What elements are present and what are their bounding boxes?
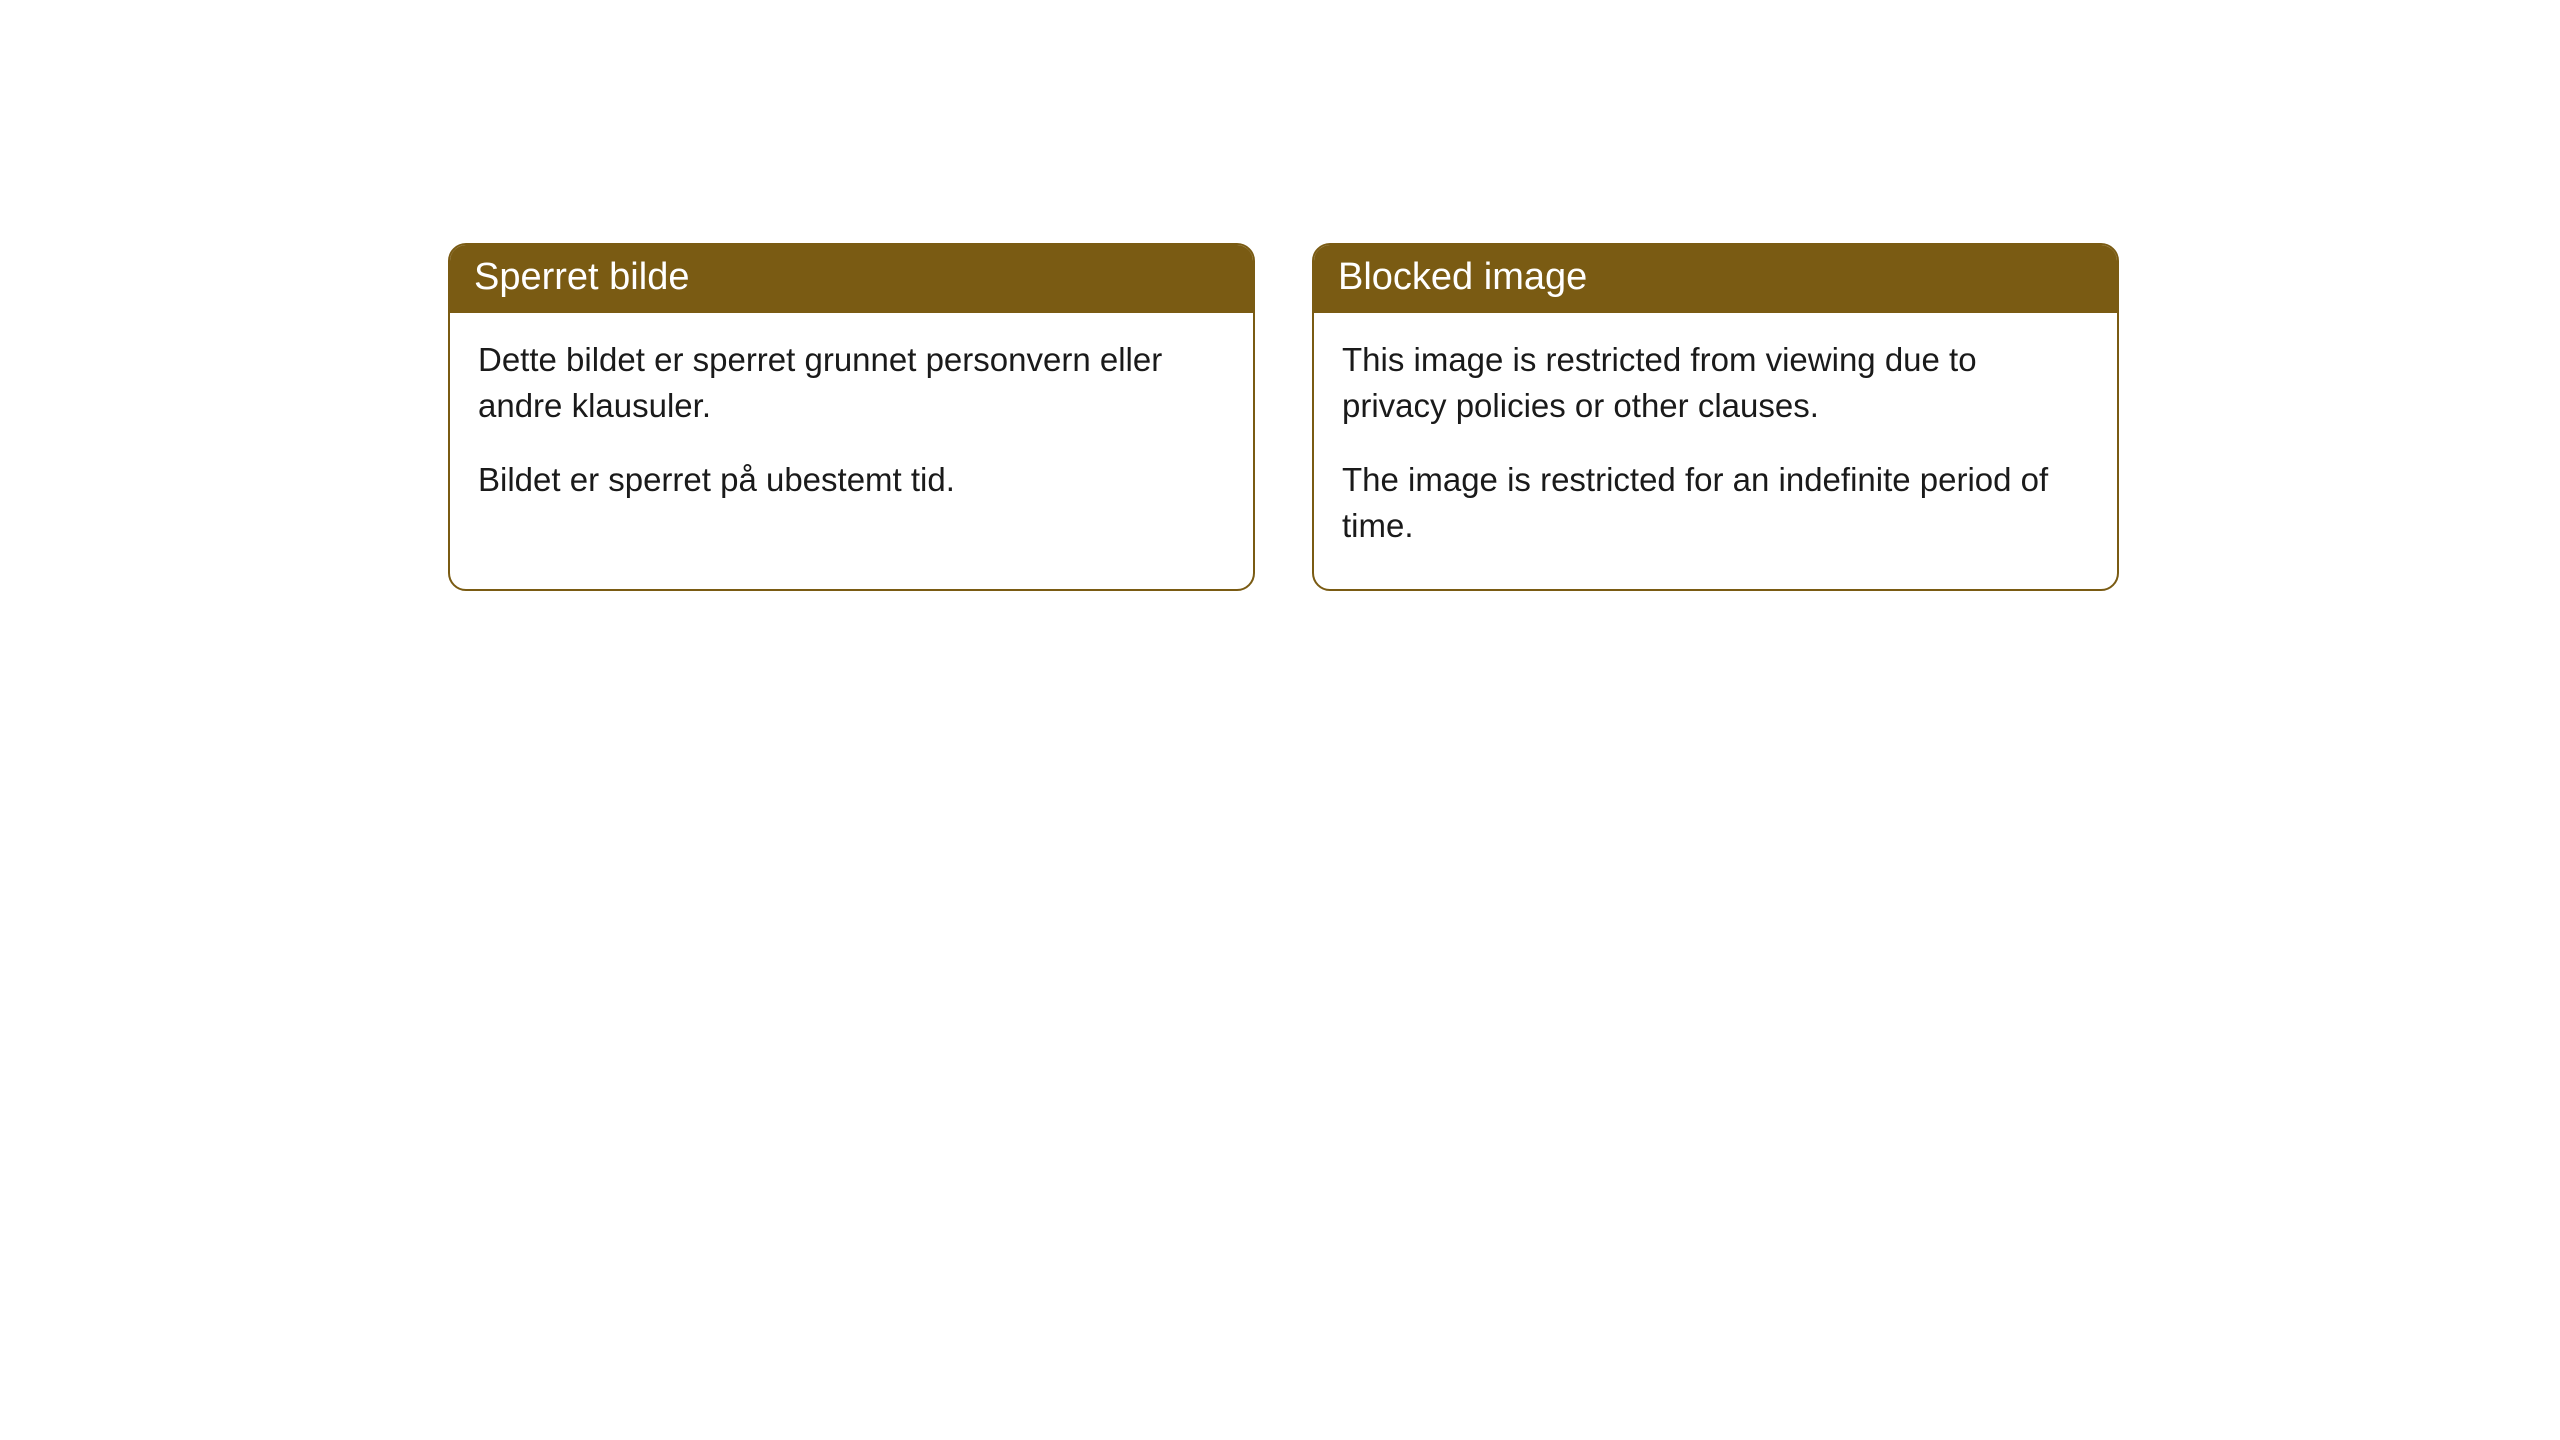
card-title: Sperret bilde bbox=[474, 256, 689, 298]
card-title: Blocked image bbox=[1338, 256, 1587, 298]
notice-card-norwegian: Sperret bilde Dette bildet er sperret gr… bbox=[448, 243, 1255, 591]
card-paragraph: The image is restricted for an indefinit… bbox=[1342, 457, 2089, 549]
card-paragraph: Dette bildet er sperret grunnet personve… bbox=[478, 337, 1225, 429]
card-paragraph: Bildet er sperret på ubestemt tid. bbox=[478, 457, 1225, 503]
card-header: Sperret bilde bbox=[450, 245, 1253, 313]
notice-cards-wrapper: Sperret bilde Dette bildet er sperret gr… bbox=[448, 243, 2119, 591]
card-body: Dette bildet er sperret grunnet personve… bbox=[450, 313, 1253, 544]
card-header: Blocked image bbox=[1314, 245, 2117, 313]
card-body: This image is restricted from viewing du… bbox=[1314, 313, 2117, 590]
card-paragraph: This image is restricted from viewing du… bbox=[1342, 337, 2089, 429]
notice-card-english: Blocked image This image is restricted f… bbox=[1312, 243, 2119, 591]
